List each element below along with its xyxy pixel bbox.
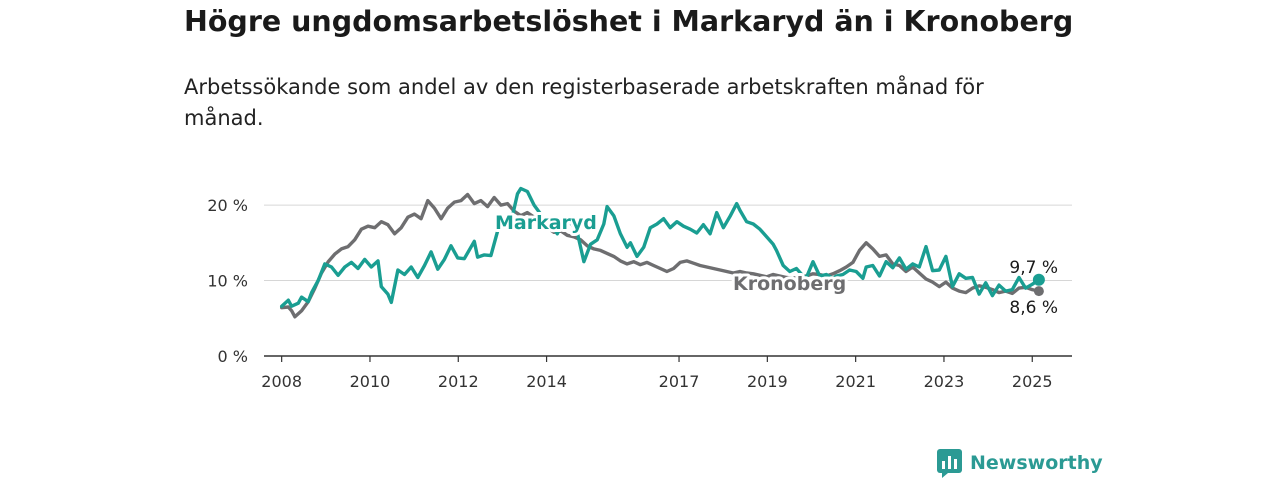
markaryd-end-label: 9,7 %: [1009, 258, 1058, 278]
markaryd-end-point: [1032, 273, 1045, 286]
kronoberg-line: [280, 192, 1041, 319]
x-tick-label: 2012: [438, 372, 479, 391]
x-tick-label: 2017: [659, 372, 700, 391]
y-tick-label: 0 %: [218, 347, 248, 366]
x-tick-label: 2008: [261, 372, 302, 391]
markaryd-series-label: Markaryd: [495, 212, 597, 234]
kronoberg-end-point: [1033, 286, 1044, 297]
x-tick-label: 2010: [350, 372, 391, 391]
newsworthy-logo-icon: [937, 448, 962, 478]
y-tick-label: 10 %: [207, 272, 248, 291]
x-tick-label: 2021: [835, 372, 876, 391]
newsworthy-logo: Newsworthy: [937, 448, 1103, 478]
x-tick-label: 2023: [924, 372, 965, 391]
x-tick-label: 2014: [526, 372, 567, 391]
kronoberg-series-label-halo: Kronoberg: [733, 273, 846, 295]
newsworthy-logo-text: Newsworthy: [970, 452, 1103, 474]
kronoberg-series-label: Kronoberg: [733, 273, 846, 295]
chart-subtitle: Arbetssökande som andel av den registerb…: [184, 75, 984, 130]
x-tick-label: 2025: [1012, 372, 1053, 391]
markaryd-line: [280, 186, 1041, 308]
x-tick-label: 2019: [747, 372, 788, 391]
y-tick-label: 20 %: [207, 196, 248, 215]
markaryd-series-label-halo: Markaryd: [495, 212, 597, 234]
chart-title: Högre ungdomsarbetslöshet i Markaryd än …: [184, 5, 1074, 38]
kronoberg-end-label: 8,6 %: [1009, 298, 1058, 318]
